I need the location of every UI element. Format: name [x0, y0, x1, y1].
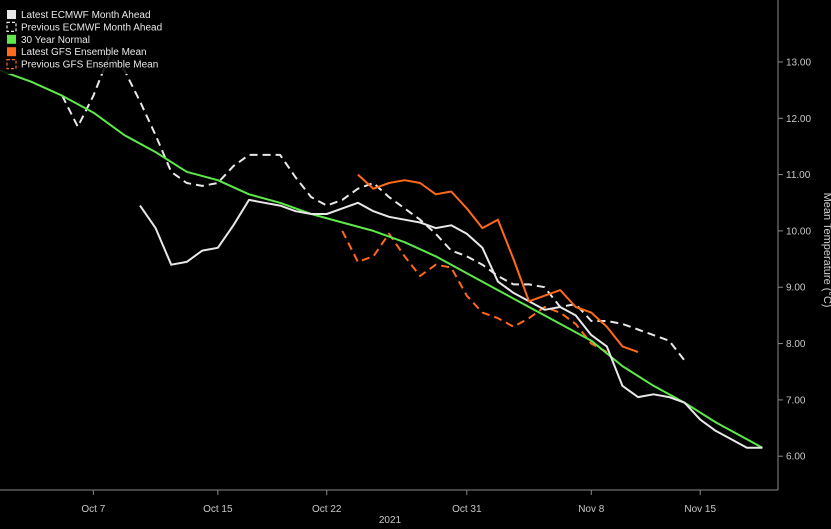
- legend-label: Previous ECMWF Month Ahead: [21, 22, 162, 33]
- legend-background: [0, 4, 165, 74]
- legend-label: Previous GFS Ensemble Mean: [21, 60, 158, 71]
- x-tick-label: Nov 8: [578, 504, 605, 515]
- legend-label: 30 Year Normal: [21, 35, 90, 46]
- legend-swatch: [7, 47, 16, 57]
- legend-swatch: [6, 21, 17, 32]
- y-tick-label: 10.00: [786, 226, 811, 237]
- series-line-30-year-normal: [0, 69, 763, 449]
- series-line-latest-ecmwf-month-ahead: [139, 198, 763, 449]
- y-tick-label: 7.00: [786, 395, 806, 406]
- legend-swatch: [7, 10, 16, 19]
- x-tick-label: Oct 7: [81, 504, 105, 515]
- plot-lines: [0, 55, 763, 449]
- series-line-latest-gfs-ensemble-mean: [357, 173, 639, 353]
- y-axis-label: Mean Temperature (°C): [821, 193, 831, 308]
- legend-label: Latest GFS Ensemble Mean: [21, 47, 147, 58]
- x-axis-year-label: 2021: [379, 515, 402, 526]
- x-tick-label: Oct 15: [203, 504, 233, 515]
- y-tick-label: 13.00: [786, 57, 811, 68]
- y-tick-label: 11.00: [786, 170, 811, 181]
- y-tick-label: 8.00: [786, 339, 806, 350]
- legend-swatch: [6, 58, 17, 70]
- legend-label: Latest ECMWF Month Ahead: [21, 10, 151, 21]
- x-axis-ticks: Oct 7 Oct 15 Oct 22 Oct 31 Nov 8 Nov 15: [81, 490, 716, 515]
- series-line-previous-gfs-ensemble-mean: [341, 230, 608, 353]
- legend-swatch: [7, 34, 16, 44]
- x-tick-label: Oct 31: [452, 504, 482, 515]
- y-axis-ticks: 6.00 7.00 8.00 9.00 10.00 11.00 12.00 13.00: [778, 57, 811, 463]
- x-tick-label: Oct 22: [312, 504, 342, 515]
- y-tick-label: 6.00: [786, 452, 806, 463]
- y-tick-label: 12.00: [786, 114, 811, 125]
- x-tick-label: Nov 15: [684, 504, 716, 515]
- y-tick-label: 9.00: [786, 283, 806, 294]
